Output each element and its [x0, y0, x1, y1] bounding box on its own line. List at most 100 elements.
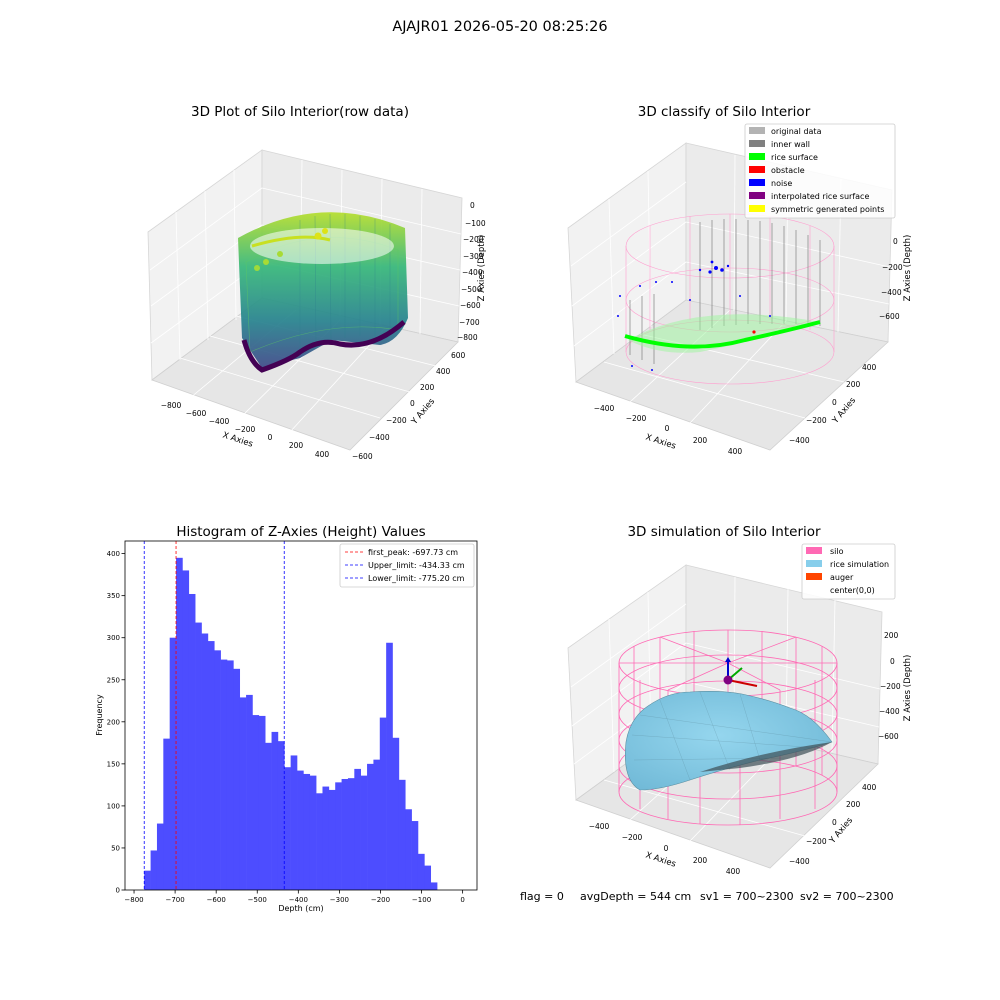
classify-x-tick: 200 — [693, 436, 708, 445]
histogram-legend-frame — [339, 543, 475, 588]
classify-legend-swatch — [749, 166, 765, 173]
sim-y-tick: 0 — [832, 818, 837, 827]
sim-x-tick: 400 — [726, 867, 741, 876]
histogram-bar — [303, 773, 311, 890]
sim-z-ticks: 200 0 −200 −400 −600 — [878, 631, 901, 741]
classify-x-tick: 400 — [728, 447, 743, 456]
histogram-bar — [297, 770, 304, 890]
classify-rice-edge — [624, 320, 821, 349]
raw-z-tick: −100 — [465, 219, 486, 228]
raw-y-tick: 0 — [410, 399, 415, 408]
histogram-bar — [309, 775, 317, 890]
histogram-bar — [233, 668, 241, 890]
raw-y-tick: −400 — [369, 433, 390, 442]
histogram-y-tick-label: 200 — [107, 718, 120, 726]
raw-y-tick: 600 — [451, 351, 466, 360]
sim-y-tick: −400 — [789, 857, 810, 866]
histogram-bar — [195, 622, 202, 890]
histogram-frame — [124, 540, 478, 891]
classify-x-tick: 0 — [665, 424, 670, 433]
histogram-legend: first_peak: -697.73 cm Upper_limit: -434.… — [339, 543, 475, 588]
classify-z-label: Z Axies (Depth) — [903, 235, 913, 302]
histogram-bar — [182, 570, 190, 890]
histogram-x-tick-label: −500 — [248, 896, 267, 904]
sim-x-tick: −200 — [622, 833, 643, 842]
classify-z-ticks: 0 −200 −400 −600 — [879, 237, 903, 321]
histogram-y-ticks: 0 50 100 150 200 250 300 350 400 — [107, 550, 125, 895]
classify-y-tick: 200 — [846, 380, 861, 389]
histogram-y-tick-label: 350 — [107, 592, 120, 600]
classify-z-tick: −400 — [881, 288, 902, 297]
histogram-bar — [411, 821, 419, 890]
raw-x-ticks: −800 −600 −400 −200 0 200 400 — [161, 401, 330, 459]
sim-z-tick: −400 — [879, 707, 900, 716]
histogram-bar — [214, 650, 221, 890]
classify-x-ticks: −400 −200 0 200 400 — [594, 404, 743, 456]
histogram-y-tick-label: 400 — [107, 550, 120, 558]
histogram-bar — [398, 779, 406, 890]
histogram-reference-lines — [143, 541, 285, 890]
histogram-bar — [379, 717, 387, 890]
classify-y-tick: −200 — [806, 416, 827, 425]
sim-legend-frame — [801, 543, 896, 600]
histogram-x-tick-label: −300 — [330, 896, 349, 904]
raw-z-ticks: 0 −100 −200 −300 −400 −500 −600 −700 −80… — [457, 201, 486, 342]
classify-z-tick: −600 — [879, 312, 900, 321]
classify-legend-swatch — [749, 140, 765, 147]
sim-z-tick: 0 — [890, 657, 895, 666]
classify-legend-frame — [744, 123, 896, 219]
histogram-bar — [347, 778, 355, 890]
sim-legend-label: silo — [830, 547, 844, 556]
classify-x-label: X Axies — [644, 432, 677, 451]
histogram-x-tick-label: −400 — [289, 896, 308, 904]
histogram-bar — [328, 789, 336, 890]
sim-x-ticks: −400 −200 0 200 400 — [589, 822, 741, 876]
histogram-bar — [150, 850, 158, 890]
raw-y-tick: −600 — [352, 452, 373, 461]
histogram-bar — [144, 870, 151, 890]
histogram-y-tick-label: 0 — [116, 887, 120, 895]
raw-z-tick: 0 — [470, 201, 475, 210]
histogram-bar — [405, 809, 412, 890]
raw-x-tick: 400 — [315, 450, 330, 459]
panel-simulation-title: 3D simulation of Silo Interior — [627, 524, 821, 540]
sim-y-ticks: 400 200 0 −200 −400 — [789, 783, 877, 866]
histogram-bar — [284, 767, 291, 890]
histogram-bar — [169, 637, 177, 890]
raw-x-tick: 200 — [289, 441, 304, 450]
sim-z-tick: 200 — [884, 631, 899, 640]
histogram-bar — [163, 738, 170, 890]
histogram-bar — [322, 786, 330, 890]
sim-x-tick: 200 — [693, 856, 708, 865]
status-sv2: sv2 = 700~2300 — [800, 890, 894, 903]
histogram-bar — [220, 659, 228, 890]
histogram-bar — [246, 694, 253, 890]
panel-raw-data: 3D Plot of Silo Interior(row data) — [147, 104, 487, 461]
raw-z-label: Z Axies (Depth) — [477, 235, 487, 302]
classify-inner-wall — [629, 219, 821, 364]
status-sv1: sv1 = 700~2300 — [700, 890, 794, 903]
status-line: flag = 0 avgDepth = 544 cm sv1 = 700~230… — [520, 890, 894, 903]
histogram-bar — [367, 763, 374, 890]
panel-raw-title: 3D Plot of Silo Interior(row data) — [191, 104, 409, 120]
histogram-title: Histogram of Z-Axies (Height) Values — [176, 524, 425, 540]
raw-y-tick: 200 — [420, 383, 435, 392]
histogram-y-tick-label: 150 — [107, 760, 120, 768]
sim-y-tick: 200 — [846, 800, 861, 809]
sim-legend-swatch — [806, 573, 822, 580]
classify-x-tick: −200 — [626, 414, 647, 423]
classify-z-tick: −200 — [882, 263, 903, 272]
classify-obstacle — [752, 330, 756, 334]
classify-legend-swatch — [749, 179, 765, 186]
classify-noise — [617, 260, 771, 371]
panel-simulation: 3D simulation of Silo Interior — [567, 524, 913, 876]
classify-legend-label: interpolated rice surface — [771, 192, 869, 201]
histogram-legend-label: Upper_limit: -434.33 cm — [368, 561, 465, 570]
classify-legend-swatch — [749, 192, 765, 199]
histogram-bar — [239, 697, 247, 890]
classify-legend-swatch — [749, 153, 765, 160]
sim-x-tick: 0 — [664, 844, 669, 853]
histogram-x-label: Depth (cm) — [278, 904, 323, 913]
raw-z-tick: −500 — [461, 285, 482, 294]
